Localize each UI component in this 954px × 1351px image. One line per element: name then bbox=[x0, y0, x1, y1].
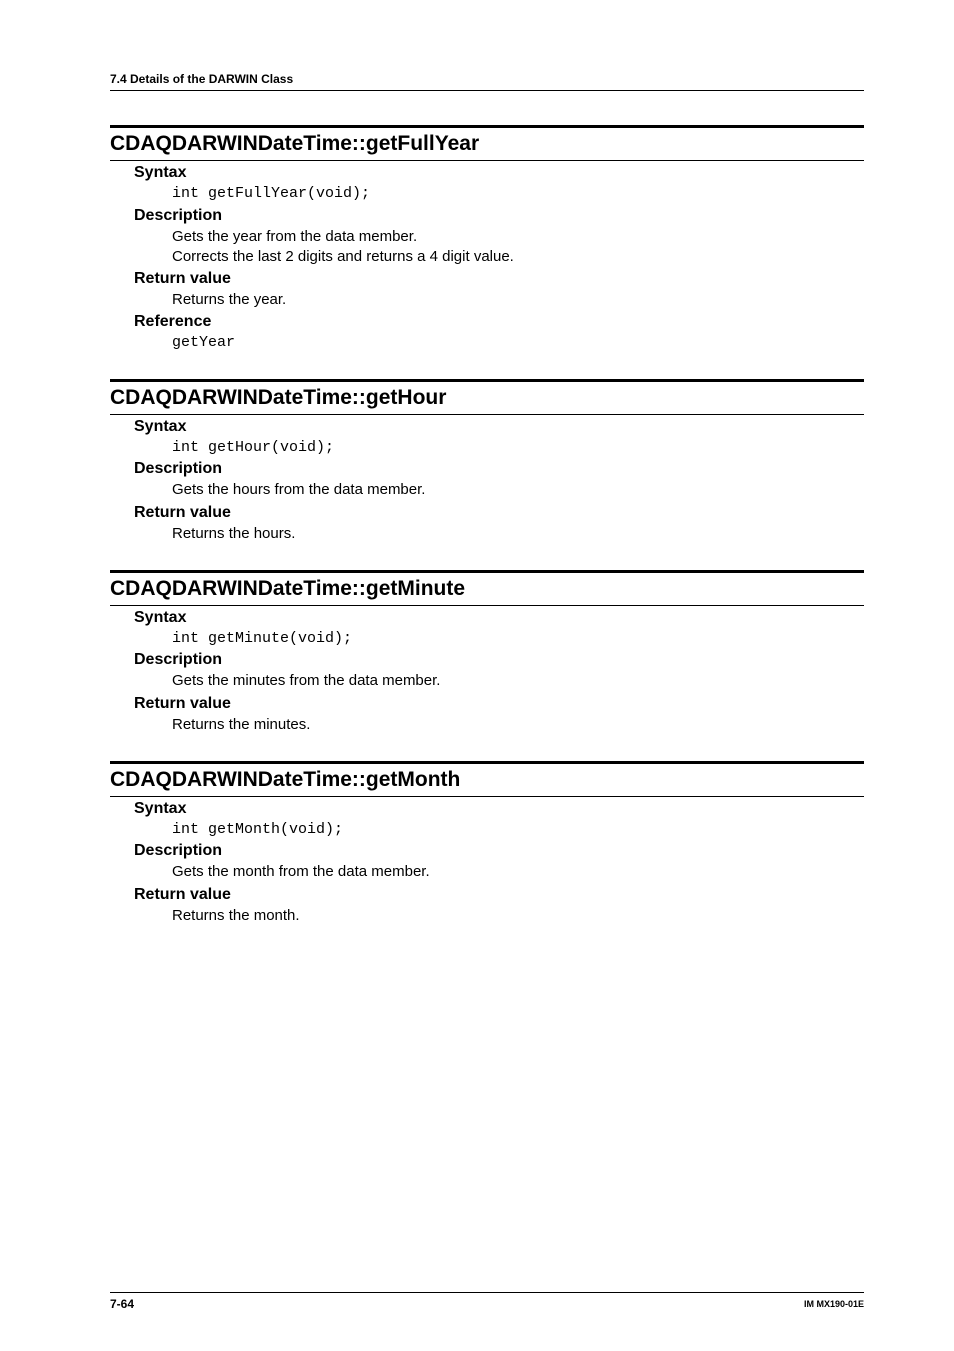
rule-thin bbox=[110, 605, 864, 606]
footer-page-number: 7-64 bbox=[110, 1297, 134, 1311]
description-text: Corrects the last 2 digits and returns a… bbox=[172, 247, 864, 267]
rule-thin bbox=[110, 796, 864, 797]
method-title: CDAQDARWINDateTime::getMonth bbox=[110, 764, 864, 796]
syntax-label: Syntax bbox=[134, 800, 864, 818]
syntax-code: int getMonth(void); bbox=[172, 820, 864, 840]
return-text: Returns the month. bbox=[172, 906, 864, 926]
method-title: CDAQDARWINDateTime::getHour bbox=[110, 382, 864, 414]
method-block: CDAQDARWINDateTime::getMinute Syntax int… bbox=[110, 570, 864, 735]
page-container: 7.4 Details of the DARWIN Class CDAQDARW… bbox=[0, 0, 954, 1351]
section-header: 7.4 Details of the DARWIN Class bbox=[110, 72, 864, 91]
return-text: Returns the year. bbox=[172, 290, 864, 310]
description-text: Gets the hours from the data member. bbox=[172, 480, 864, 500]
reference-label: Reference bbox=[134, 313, 864, 331]
rule-thin bbox=[110, 414, 864, 415]
return-label: Return value bbox=[134, 504, 864, 522]
method-block: CDAQDARWINDateTime::getFullYear Syntax i… bbox=[110, 125, 864, 353]
footer-doc-id: IM MX190-01E bbox=[804, 1297, 864, 1311]
description-text: Gets the minutes from the data member. bbox=[172, 671, 864, 691]
method-block: CDAQDARWINDateTime::getMonth Syntax int … bbox=[110, 761, 864, 926]
syntax-code: int getHour(void); bbox=[172, 438, 864, 458]
syntax-label: Syntax bbox=[134, 418, 864, 436]
return-label: Return value bbox=[134, 886, 864, 904]
rule-thin bbox=[110, 160, 864, 161]
syntax-label: Syntax bbox=[134, 609, 864, 627]
description-label: Description bbox=[134, 651, 864, 669]
page-footer: 7-64 IM MX190-01E bbox=[110, 1292, 864, 1311]
syntax-label: Syntax bbox=[134, 164, 864, 182]
return-label: Return value bbox=[134, 695, 864, 713]
syntax-code: int getFullYear(void); bbox=[172, 184, 864, 204]
method-block: CDAQDARWINDateTime::getHour Syntax int g… bbox=[110, 379, 864, 544]
description-label: Description bbox=[134, 842, 864, 860]
reference-code: getYear bbox=[172, 333, 864, 353]
method-title: CDAQDARWINDateTime::getMinute bbox=[110, 573, 864, 605]
return-label: Return value bbox=[134, 270, 864, 288]
return-text: Returns the minutes. bbox=[172, 715, 864, 735]
description-text: Gets the year from the data member. bbox=[172, 227, 864, 247]
syntax-code: int getMinute(void); bbox=[172, 629, 864, 649]
description-label: Description bbox=[134, 207, 864, 225]
return-text: Returns the hours. bbox=[172, 524, 864, 544]
description-label: Description bbox=[134, 460, 864, 478]
method-title: CDAQDARWINDateTime::getFullYear bbox=[110, 128, 864, 160]
description-text: Gets the month from the data member. bbox=[172, 862, 864, 882]
